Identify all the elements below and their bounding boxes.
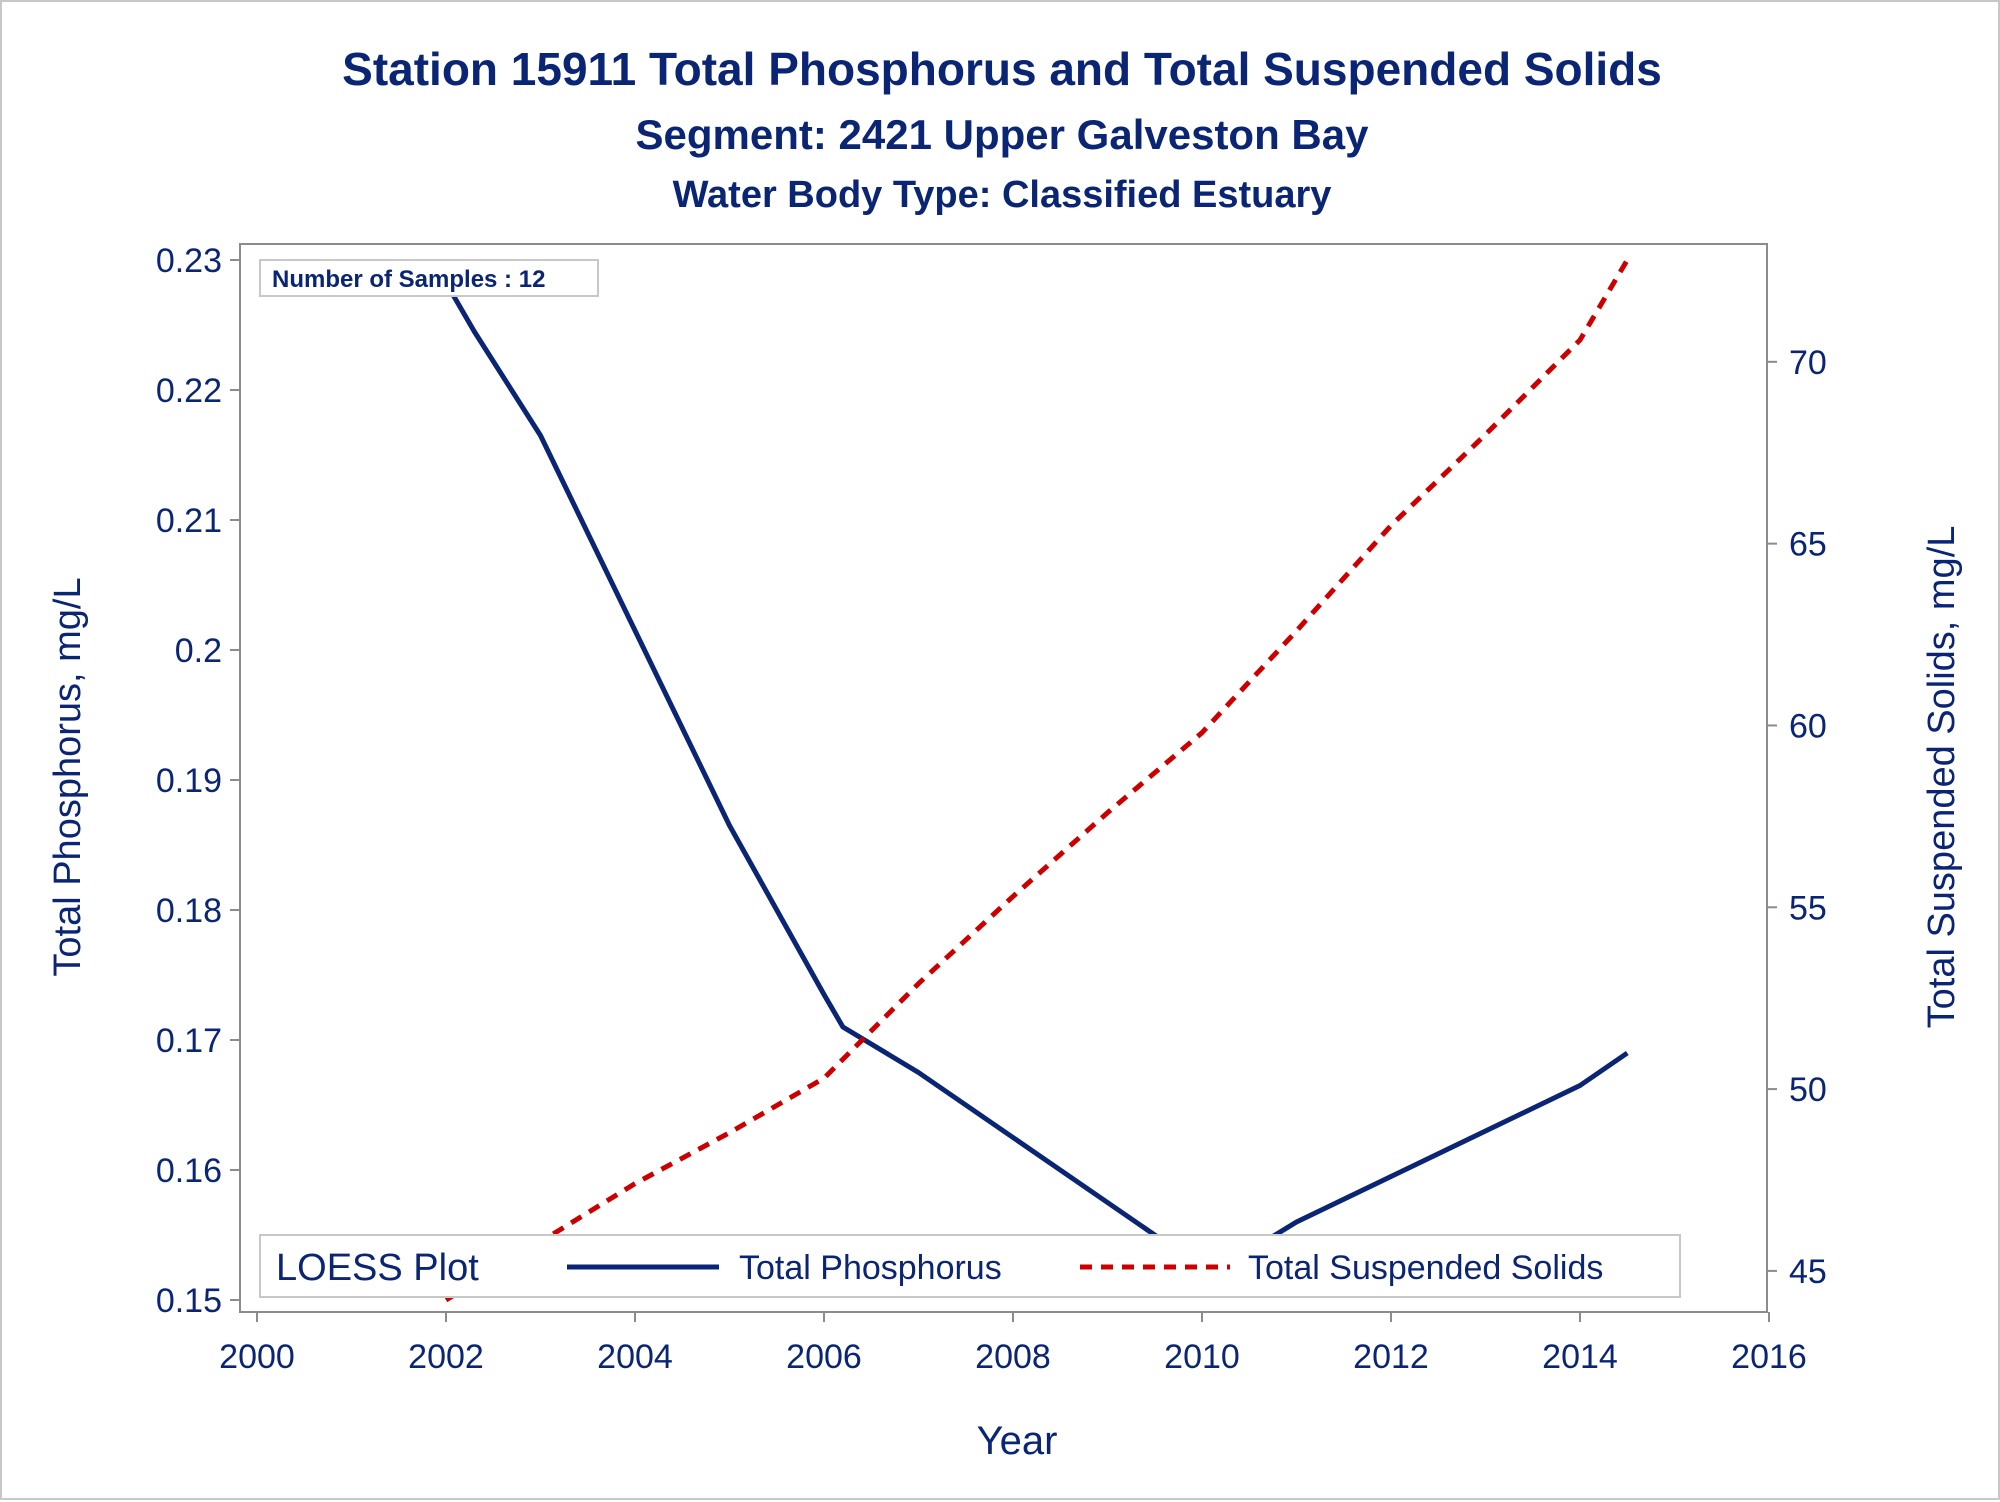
series-layer — [434, 258, 1630, 1303]
x-tick-label: 2002 — [408, 1338, 484, 1376]
legend-title: LOESS Plot — [276, 1247, 479, 1289]
y-left-tick-label: 0.22 — [156, 372, 222, 410]
y-left-tick-label: 0.23 — [156, 242, 222, 280]
x-tick-label: 2004 — [597, 1338, 673, 1376]
plot-area — [239, 243, 1768, 1313]
x-tick-label: 2006 — [786, 1338, 862, 1376]
y-right-tick-label: 60 — [1789, 707, 1827, 745]
x-tick-label: 2000 — [219, 1338, 295, 1376]
y-right-tick-label: 65 — [1789, 526, 1827, 564]
chart-subtitle-waterbody: Water Body Type: Classified Estuary — [673, 174, 1332, 216]
series-line-total-suspended-solids — [444, 258, 1630, 1303]
x-tick-label: 2016 — [1731, 1338, 1807, 1376]
y-left-tick-label: 0.16 — [156, 1152, 222, 1190]
legend-box — [259, 1234, 1681, 1298]
x-tick-label: 2012 — [1353, 1338, 1429, 1376]
sample-count-annotation: Number of Samples : 12 — [272, 266, 545, 293]
y-left-tick-label: 0.2 — [175, 632, 222, 670]
y-left-tick-label: 0.15 — [156, 1282, 222, 1320]
chart-title: Station 15911 Total Phosphorus and Total… — [342, 43, 1662, 95]
x-axis-label: Year — [977, 1419, 1058, 1463]
y-axis-left-ticks: 0.15 0.16 0.17 0.18 0.19 0.2 0.21 0.22 0.23 — [156, 242, 240, 1320]
legend-label-total-phosphorus: Total Phosphorus — [739, 1249, 1002, 1287]
y-right-tick-label: 70 — [1789, 344, 1827, 382]
y-right-tick-label: 45 — [1789, 1253, 1827, 1291]
y-left-tick-label: 0.17 — [156, 1022, 222, 1060]
y-left-tick-label: 0.19 — [156, 762, 222, 800]
legend-label-total-suspended-solids: Total Suspended Solids — [1248, 1249, 1603, 1287]
x-axis-ticks: 2000 2002 2004 2006 2008 2010 2012 2014 2016 — [219, 1312, 1807, 1376]
series-line-total-phosphorus — [434, 265, 1629, 1277]
y-left-tick-label: 0.18 — [156, 892, 222, 930]
x-tick-label: 2014 — [1542, 1338, 1618, 1376]
x-tick-label: 2010 — [1164, 1338, 1240, 1376]
y-right-tick-label: 50 — [1789, 1071, 1827, 1109]
y-axis-label-right: Total Suspended Solids, mg/L — [1921, 526, 1963, 1029]
y-axis-right-ticks: 45 50 55 60 65 70 — [1767, 344, 1827, 1291]
y-axis-label-left: Total Phosphorus, mg/L — [47, 577, 89, 976]
sample-count-box — [259, 259, 599, 297]
y-left-tick-label: 0.21 — [156, 502, 222, 540]
x-tick-label: 2008 — [975, 1338, 1051, 1376]
chart-subtitle-segment: Segment: 2421 Upper Galveston Bay — [636, 111, 1370, 158]
y-right-tick-label: 55 — [1789, 889, 1827, 927]
